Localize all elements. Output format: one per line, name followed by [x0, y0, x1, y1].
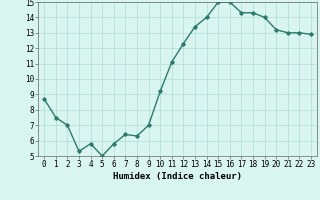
X-axis label: Humidex (Indice chaleur): Humidex (Indice chaleur) [113, 172, 242, 181]
